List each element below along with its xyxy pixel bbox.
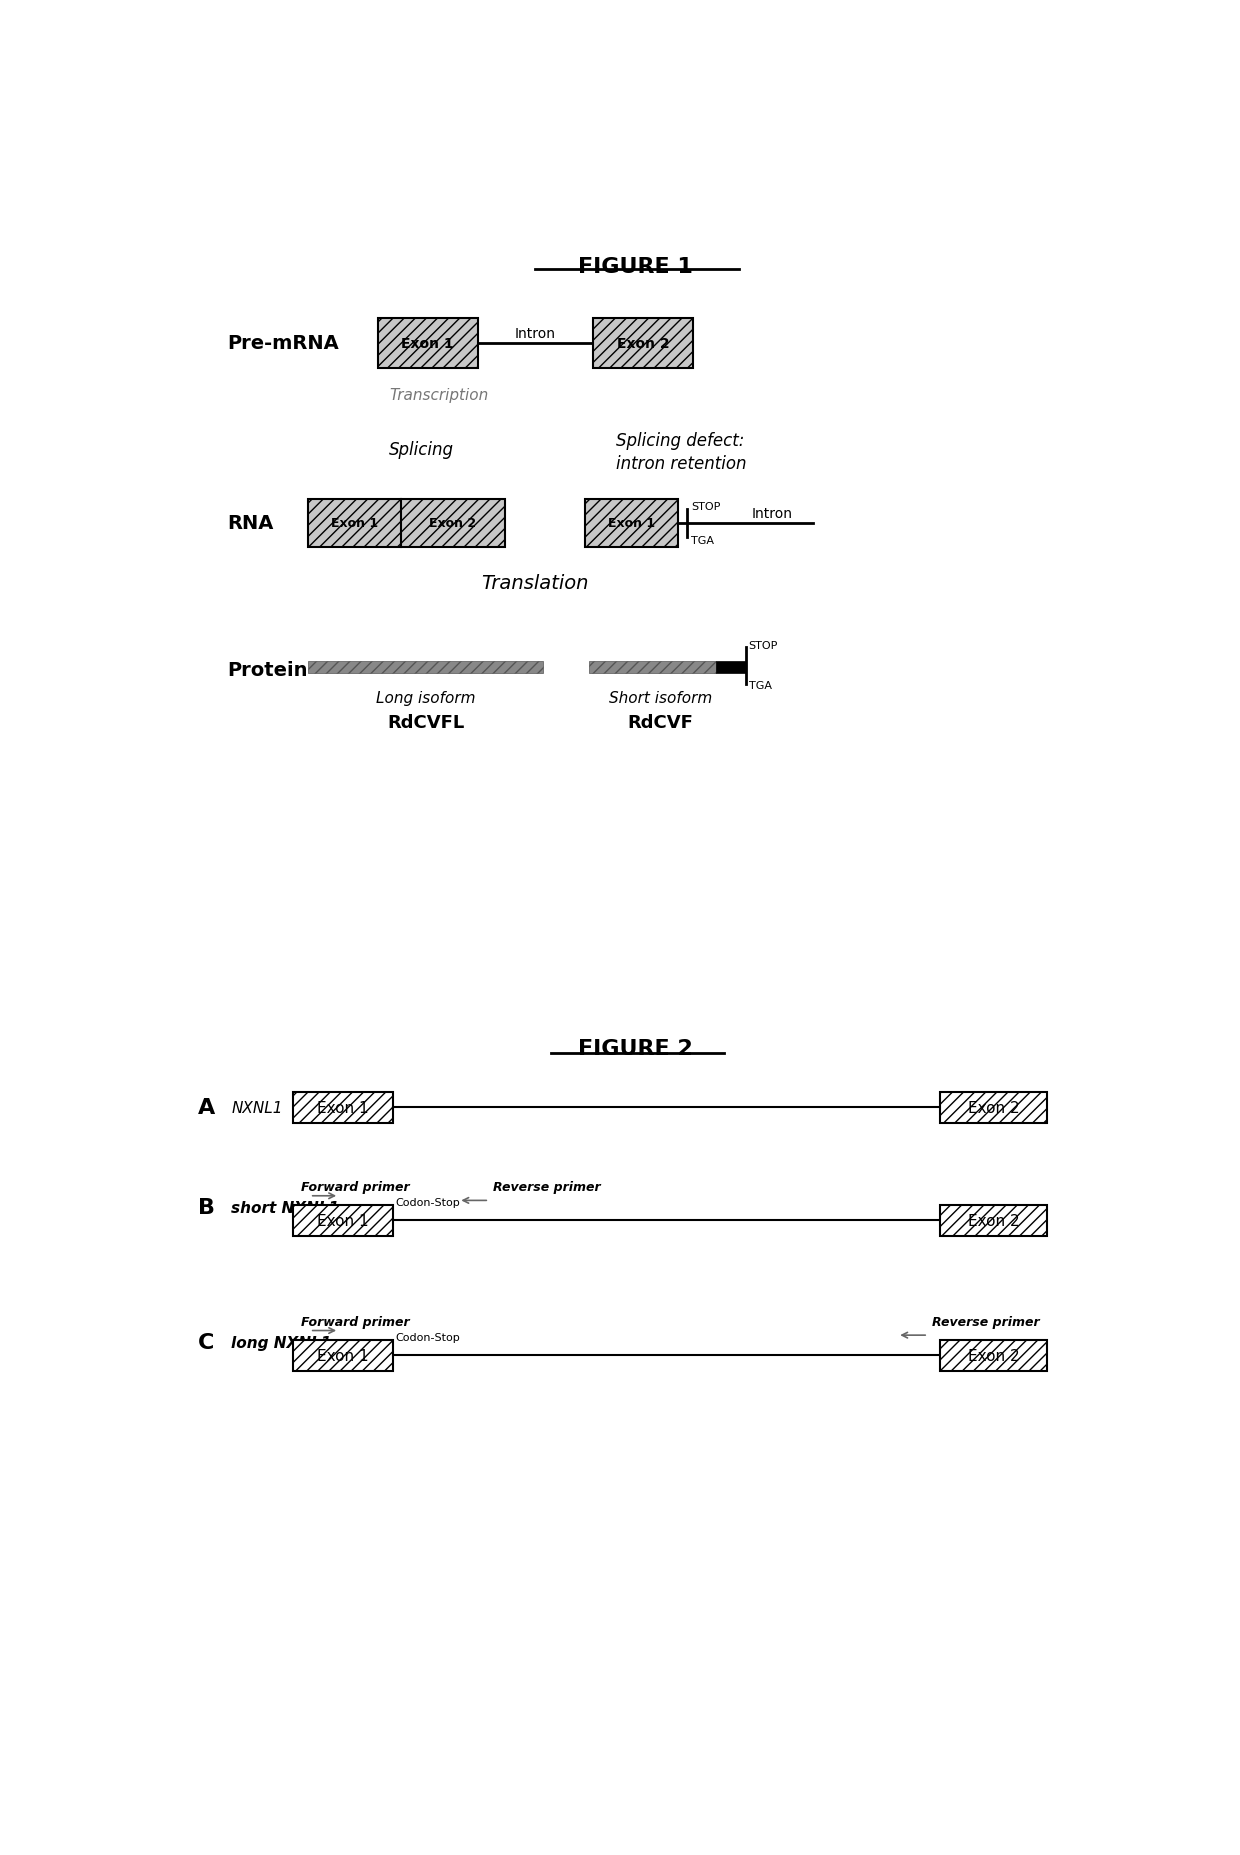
Bar [593,319,693,369]
Bar [377,319,477,369]
Bar [585,499,678,547]
Text: Reverse primer: Reverse primer [932,1315,1039,1328]
Text: Codon-Stop: Codon-Stop [396,1196,460,1208]
Text: NXNL1: NXNL1 [231,1100,283,1115]
Bar [940,1093,1048,1122]
Text: Exon 2: Exon 2 [429,518,476,531]
Text: Transcription: Transcription [389,388,489,403]
Text: Codon-Stop: Codon-Stop [396,1332,460,1341]
Text: Protein: Protein [227,660,308,681]
Bar [717,660,745,673]
Text: Exon 2: Exon 2 [616,338,670,351]
Text: Exon 2: Exon 2 [967,1349,1019,1363]
Text: Forward primer: Forward primer [300,1180,409,1193]
Text: RdCVF: RdCVF [627,714,693,733]
Bar [293,1206,393,1235]
Text: Exon 2: Exon 2 [967,1100,1019,1115]
Text: Short isoform: Short isoform [609,690,712,705]
Bar [309,660,543,673]
Text: RdCVFL: RdCVFL [387,714,464,733]
Text: FIGURE 2: FIGURE 2 [578,1039,693,1059]
Text: short NXNL1: short NXNL1 [231,1200,340,1215]
Text: C: C [198,1332,215,1352]
Text: TGA: TGA [691,536,714,545]
Text: Splicing defect:: Splicing defect: [616,432,745,449]
Bar [309,499,505,547]
Text: B: B [198,1198,216,1217]
Text: Intron: Intron [515,326,556,341]
Text: STOP: STOP [749,640,777,651]
Text: STOP: STOP [691,501,720,512]
Text: Exon 1: Exon 1 [317,1349,368,1363]
Text: Exon 1: Exon 1 [317,1100,368,1115]
Text: Long isoform: Long isoform [376,690,475,705]
Text: Exon 1: Exon 1 [317,1213,368,1228]
Text: A: A [198,1098,216,1117]
Text: Reverse primer: Reverse primer [494,1180,600,1193]
Text: Pre-mRNA: Pre-mRNA [227,334,340,352]
Bar [293,1093,393,1122]
Text: TGA: TGA [749,681,771,690]
Text: Exon 1: Exon 1 [608,518,655,531]
Text: Translation: Translation [481,573,589,592]
Bar [293,1339,393,1371]
Text: Exon 2: Exon 2 [967,1213,1019,1228]
Bar [589,660,717,673]
Text: Splicing: Splicing [389,441,454,458]
Text: Forward primer: Forward primer [300,1315,409,1328]
Bar [940,1206,1048,1235]
Text: RNA: RNA [227,514,274,532]
Text: intron retention: intron retention [616,454,746,473]
Text: long NXNL1: long NXNL1 [231,1336,331,1350]
Text: Intron: Intron [751,506,792,521]
Text: Exon 1: Exon 1 [402,338,454,351]
Text: FIGURE 1: FIGURE 1 [578,258,693,276]
Bar [940,1339,1048,1371]
Text: Exon 1: Exon 1 [331,518,378,531]
